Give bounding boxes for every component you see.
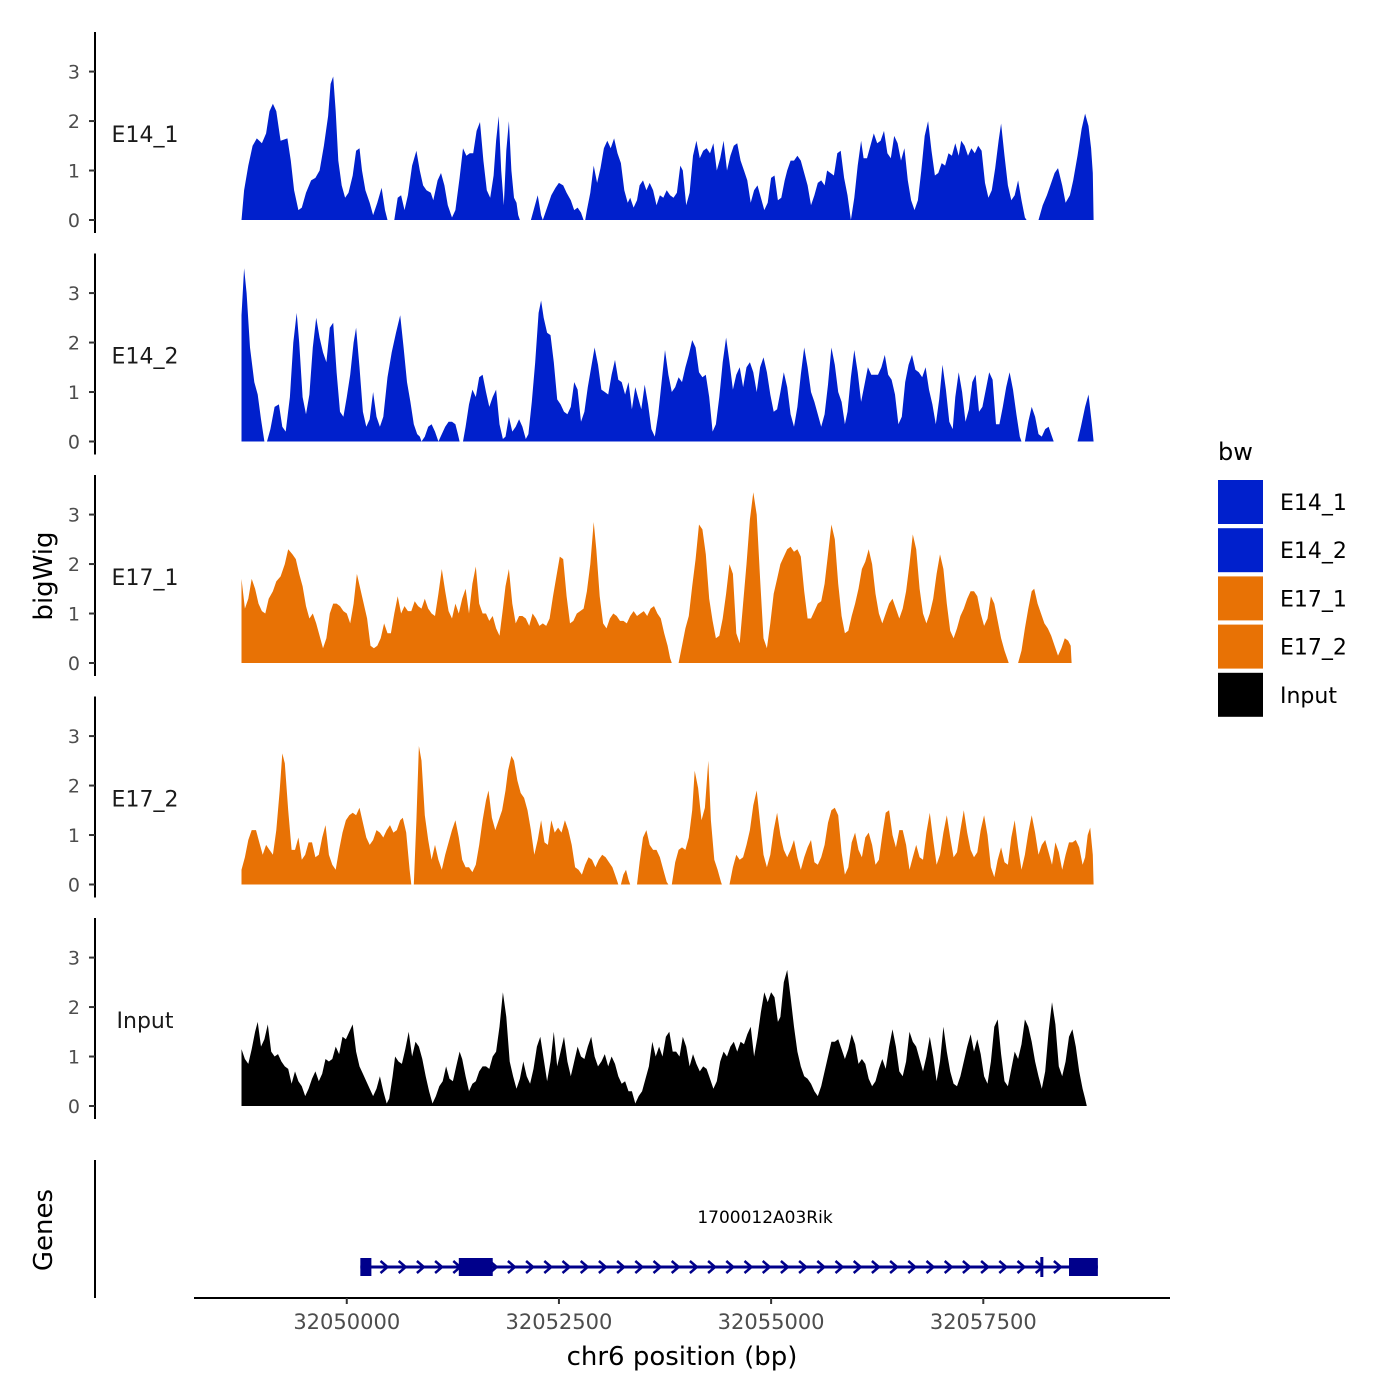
track-label: E14_1 — [112, 123, 179, 148]
strand-arrow — [652, 1260, 663, 1274]
x-tick-label: 32052500 — [505, 1310, 612, 1334]
track-panel-e17_2: 0 1 2 3 E17_2 — [68, 696, 1094, 898]
gene-name-label: 1700012A03Rik — [697, 1208, 833, 1228]
strand-arrow — [507, 1260, 517, 1274]
strand-arrow — [543, 1260, 554, 1274]
strand-arrow — [852, 1260, 863, 1274]
y-tick-label: 2 — [68, 111, 80, 133]
track-panel-input: 0 1 2 3 Input — [68, 918, 1087, 1119]
strand-arrow — [743, 1260, 754, 1274]
strand-arrow — [379, 1260, 390, 1274]
y-tick-label: 0 — [68, 653, 80, 675]
y-tick-label: 3 — [68, 505, 80, 527]
strand-arrow — [998, 1260, 1009, 1274]
coverage-area-e17_1 — [241, 492, 1072, 663]
y-tick-label: 2 — [68, 997, 80, 1019]
legend-swatch — [1218, 576, 1263, 621]
track-panel-e14_1: 0 1 2 3 E14_1 — [68, 32, 1094, 233]
strand-arrow — [1016, 1260, 1027, 1274]
strand-arrow — [616, 1260, 627, 1274]
strand-arrow — [525, 1260, 536, 1274]
strand-arrow — [689, 1260, 699, 1274]
gene-model: 1700012A03Rik — [360, 1208, 1098, 1277]
y-tick-label: 3 — [68, 62, 80, 84]
tracks-layer: 0 1 2 3 E14_1 0 1 2 3 E14_2 0 1 2 3 E17_1 0 1 2 3 E17_2 0 1 2 3… — [68, 32, 1094, 1119]
y-tick-label: 3 — [68, 726, 80, 748]
y-tick-label: 1 — [68, 161, 80, 183]
strand-arrow — [1053, 1260, 1063, 1274]
y-tick-label: 0 — [68, 875, 80, 897]
strand-arrow — [943, 1260, 954, 1274]
strand-arrow — [434, 1260, 445, 1274]
legend-label: E14_1 — [1280, 491, 1347, 516]
track-label: E17_1 — [112, 566, 179, 591]
strand-arrow — [798, 1260, 809, 1274]
strand-arrow — [816, 1260, 827, 1274]
coverage-area-input — [241, 969, 1087, 1106]
strand-arrow — [598, 1260, 608, 1274]
x-axis: 32050000 32052500 32055000 32057500 — [194, 1297, 1170, 1334]
gene-exon — [1069, 1258, 1098, 1276]
legend-label: Input — [1280, 684, 1337, 709]
y-tick-label: 1 — [68, 1047, 80, 1069]
track-label: Input — [117, 1009, 174, 1034]
strand-arrow — [980, 1260, 991, 1274]
legend-swatch — [1218, 528, 1263, 573]
gene-exon — [360, 1258, 372, 1276]
track-label: E17_2 — [112, 788, 179, 813]
coverage-area-e14_1 — [241, 76, 1094, 220]
strand-arrow — [397, 1260, 408, 1274]
y-tick-label: 3 — [68, 283, 80, 305]
coverage-area-e17_2 — [241, 746, 1094, 885]
strand-arrow — [634, 1260, 645, 1274]
strand-arrow — [871, 1260, 881, 1274]
strand-arrow — [889, 1260, 900, 1274]
y-axis-label: bigWig — [29, 531, 59, 620]
legend: bw E14_1 E14_2 E17_1 E17_2 Input — [1218, 438, 1347, 717]
coverage-area-e14_2 — [241, 268, 1094, 442]
y-tick-label: 0 — [68, 1096, 80, 1118]
strand-arrow — [834, 1260, 845, 1274]
strand-arrow — [579, 1260, 590, 1274]
legend-label: E17_2 — [1280, 636, 1347, 661]
y-tick-label: 1 — [68, 604, 80, 626]
strand-arrow — [907, 1260, 918, 1274]
legend-swatch — [1218, 672, 1263, 717]
strand-arrow — [962, 1260, 972, 1274]
y-tick-label: 0 — [68, 432, 80, 454]
strand-arrow — [707, 1260, 718, 1274]
strand-arrow — [780, 1260, 790, 1274]
legend-swatch — [1218, 624, 1263, 669]
strand-arrow — [761, 1260, 772, 1274]
x-tick-label: 32055000 — [718, 1310, 825, 1334]
y-tick-label: 1 — [68, 825, 80, 847]
strand-arrow — [925, 1260, 936, 1274]
track-panel-e14_2: 0 1 2 3 E14_2 — [68, 253, 1094, 455]
track-panel-e17_1: 0 1 2 3 E17_1 — [68, 475, 1072, 676]
y-tick-label: 2 — [68, 333, 80, 355]
strand-arrow — [416, 1260, 426, 1274]
legend-title: bw — [1218, 438, 1253, 466]
gene-exon — [458, 1258, 493, 1276]
strand-arrow — [670, 1260, 681, 1274]
genes-label: Genes — [29, 1189, 59, 1271]
x-tick-label: 32050000 — [293, 1310, 400, 1334]
y-tick-label: 0 — [68, 210, 80, 232]
legend-swatch — [1218, 480, 1263, 524]
strand-arrow — [725, 1260, 736, 1274]
y-tick-label: 3 — [68, 948, 80, 970]
x-axis-label: chr6 position (bp) — [567, 1342, 798, 1372]
y-tick-label: 2 — [68, 554, 80, 576]
legend-label: E17_1 — [1280, 587, 1347, 612]
track-label: E14_2 — [112, 345, 179, 370]
strand-arrow — [561, 1260, 572, 1274]
y-tick-label: 1 — [68, 382, 80, 404]
legend-label: E14_2 — [1280, 539, 1347, 564]
x-tick-label: 32057500 — [930, 1310, 1037, 1334]
y-tick-label: 2 — [68, 776, 80, 798]
